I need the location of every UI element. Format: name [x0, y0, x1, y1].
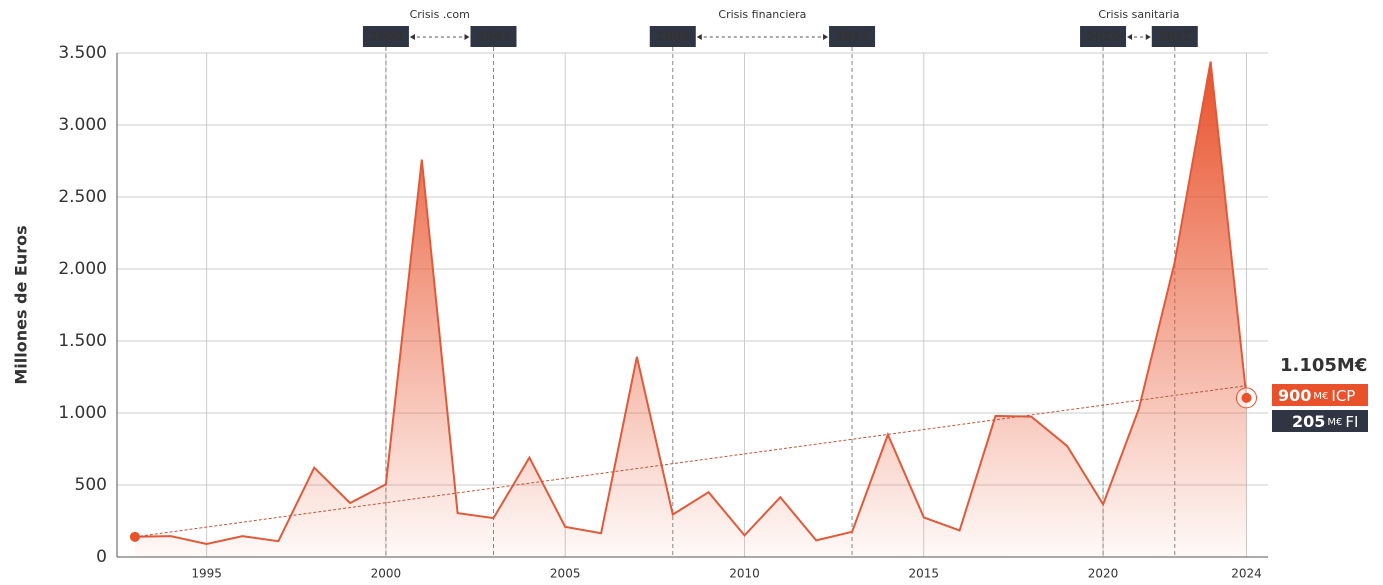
crisis-year: 2000: [369, 30, 402, 44]
fi-text: 205 M€ FI: [1292, 412, 1358, 431]
trend-line: [134, 385, 1247, 538]
x-tick-label: 2005: [550, 567, 581, 581]
fi-box: [1272, 410, 1368, 432]
crisis-box: [1151, 26, 1198, 47]
crisis-label: Crisis .com: [410, 8, 470, 21]
icp-label: ICP: [1331, 387, 1355, 405]
icp-value: 900: [1278, 386, 1311, 405]
crisis-box: [829, 26, 876, 47]
fi-unit: M€: [1327, 417, 1342, 428]
crisis-year: 2003: [477, 30, 510, 44]
crisis-year: 2020: [1086, 30, 1119, 44]
y-tick-label: 1.000: [58, 403, 107, 423]
crisis-box: [1080, 26, 1127, 47]
y-tick-label: 3.500: [58, 43, 107, 63]
x-tick-label: 2000: [371, 567, 402, 581]
x-tick-label: 2024: [1231, 567, 1262, 581]
y-tick-label: 2.500: [58, 187, 107, 207]
x-tick-label: 2010: [729, 567, 760, 581]
y-tick-label: 500: [75, 475, 107, 495]
crisis-label: Crisis sanitaria: [1098, 8, 1179, 21]
fi-value: 205: [1292, 412, 1325, 431]
crisis-year: 2022: [1158, 30, 1191, 44]
crisis-year: 2013: [835, 30, 868, 44]
area: [134, 61, 1247, 557]
callout-total: 1.105M€: [1280, 355, 1367, 376]
end-point: [1241, 392, 1252, 403]
crisis-box: [470, 26, 517, 47]
y-tick-label: 3.000: [58, 115, 107, 135]
crisis-box: [649, 26, 696, 47]
x-tick-label: 1995: [191, 567, 222, 581]
y-tick-label: 2.000: [58, 259, 107, 279]
y-axis-label: Millones de Euros: [12, 225, 31, 384]
y-tick-label: 1.500: [58, 331, 107, 351]
arrow-head: [1127, 34, 1151, 40]
x-tick-label: 2015: [909, 567, 940, 581]
x-tick-label: 2020: [1088, 567, 1119, 581]
icp-box: [1272, 384, 1368, 406]
icp-text: 900 M€ ICP: [1278, 386, 1355, 405]
fi-label: FI: [1345, 413, 1358, 431]
crisis-box: [362, 26, 409, 47]
line: [134, 61, 1248, 546]
icp-unit: M€: [1313, 391, 1328, 402]
start-point: [129, 531, 140, 542]
crisis-label: Crisis financiera: [718, 8, 806, 21]
y-tick-label: 0: [96, 547, 107, 567]
crisis-year: 2008: [656, 30, 689, 44]
